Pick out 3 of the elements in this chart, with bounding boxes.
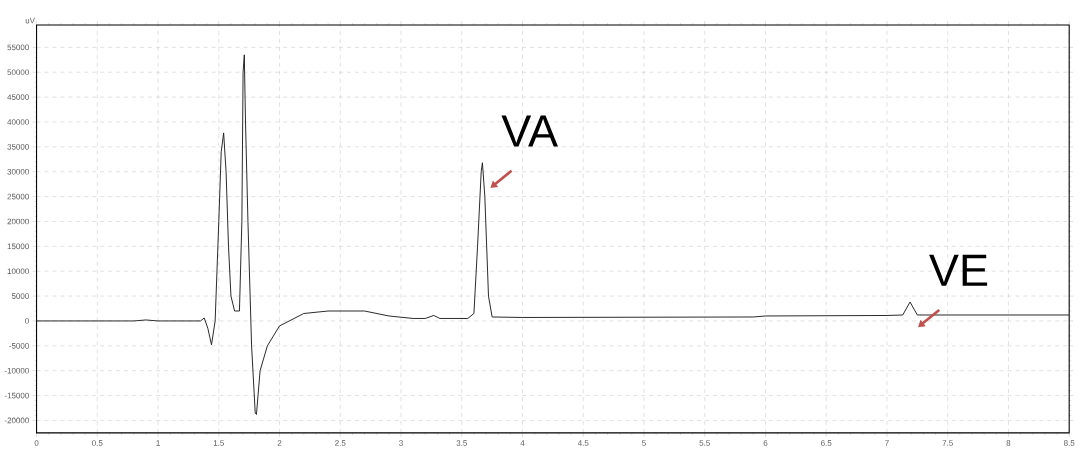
line-series	[36, 54, 1070, 415]
annotation: VE	[929, 254, 988, 286]
annotation: VA	[501, 115, 558, 147]
